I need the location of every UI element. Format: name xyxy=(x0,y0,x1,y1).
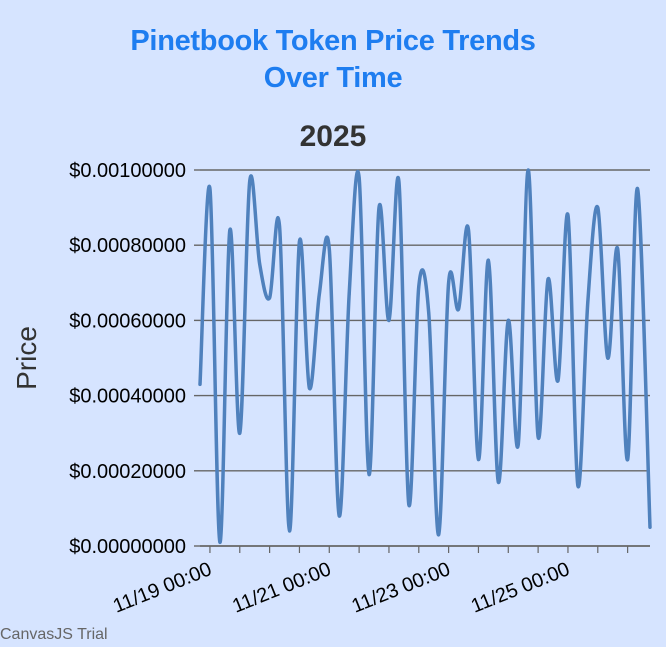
data-point xyxy=(357,176,361,180)
chart-title: Pinetbook Token Price Trends Over Time xyxy=(0,23,666,97)
data-point xyxy=(387,318,391,322)
data-point xyxy=(516,442,520,446)
data-point xyxy=(536,435,540,439)
data-point xyxy=(337,514,341,518)
data-point xyxy=(437,533,441,537)
data-point xyxy=(496,480,500,484)
data-point xyxy=(417,285,421,289)
data-point xyxy=(506,318,510,322)
data-point xyxy=(377,206,381,210)
data-point xyxy=(447,281,451,285)
data-point xyxy=(606,356,610,360)
data-point xyxy=(327,247,331,251)
data-point xyxy=(208,187,212,191)
data-point xyxy=(556,379,560,383)
chart-title-line1: Pinetbook Token Price Trends xyxy=(130,25,536,57)
data-point xyxy=(248,179,252,183)
data-point xyxy=(317,292,321,296)
data-point xyxy=(218,540,222,544)
x-tick-label: 11/25 00:00 xyxy=(468,558,573,617)
data-point xyxy=(457,307,461,311)
data-point xyxy=(268,296,272,300)
data-point xyxy=(576,484,580,488)
y-tick-label: $0.00020000 xyxy=(69,461,186,483)
data-point xyxy=(367,473,371,477)
data-point xyxy=(407,503,411,507)
data-point xyxy=(288,529,292,533)
data-point xyxy=(238,431,242,435)
data-point xyxy=(526,168,530,172)
y-tick-label: $0.00040000 xyxy=(69,386,186,408)
y-tick-label: $0.00000000 xyxy=(69,536,186,558)
credit-text: CanvasJS Trial xyxy=(0,626,108,643)
data-point xyxy=(626,458,630,462)
data-point xyxy=(307,386,311,390)
data-point xyxy=(586,300,590,304)
x-tick-label: 11/19 00:00 xyxy=(110,558,215,617)
data-point xyxy=(198,382,202,386)
data-point xyxy=(616,247,620,251)
data-point xyxy=(278,224,282,228)
data-point xyxy=(636,187,640,191)
data-point xyxy=(427,311,431,315)
data-point xyxy=(228,228,232,232)
y-tick-label: $0.00080000 xyxy=(69,235,186,257)
data-point xyxy=(486,258,490,262)
chart-title-line2: Over Time xyxy=(263,62,403,94)
chart-subtitle: 2025 xyxy=(299,120,367,153)
data-point xyxy=(467,228,471,232)
data-point xyxy=(476,458,480,462)
y-tick-label: $0.00060000 xyxy=(69,310,186,332)
price-series-line xyxy=(198,168,652,545)
data-point xyxy=(297,239,301,243)
data-point xyxy=(648,525,652,529)
data-point xyxy=(347,292,351,296)
x-tick-label: 11/23 00:00 xyxy=(349,558,454,617)
y-axis-title: Price xyxy=(11,326,42,390)
data-point xyxy=(566,213,570,217)
y-tick-label: $0.00100000 xyxy=(69,160,186,182)
data-point xyxy=(546,277,550,281)
data-point xyxy=(596,206,600,210)
x-tick-label: 11/21 00:00 xyxy=(229,558,334,617)
data-point xyxy=(397,179,401,183)
data-point xyxy=(258,262,262,266)
